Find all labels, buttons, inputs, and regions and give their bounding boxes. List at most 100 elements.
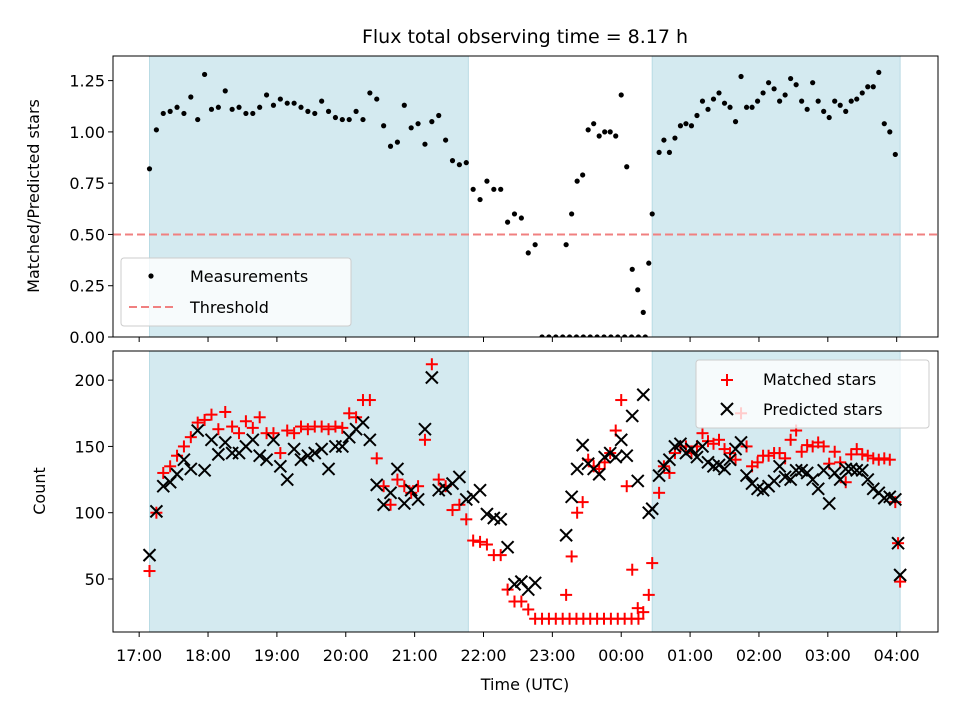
- predicted-star-point: [822, 496, 836, 511]
- matched-star-point: [315, 420, 328, 433]
- matched-star-point: [343, 407, 356, 420]
- predicted-star-point: [712, 458, 726, 472]
- measurement-point: [777, 98, 783, 104]
- predicted-star-point: [717, 462, 732, 476]
- matched-star-point: [856, 448, 869, 461]
- top-y-axis-label: Matched/Predicted stars: [24, 99, 43, 293]
- predicted-star-point: [888, 492, 903, 507]
- predicted-star-point: [734, 435, 748, 450]
- predicted-star-point: [861, 472, 875, 487]
- matched-star-point: [432, 473, 445, 486]
- matched-star-point: [637, 606, 650, 619]
- predicted-star-point: [891, 536, 905, 550]
- measurement-point: [188, 94, 194, 100]
- x-tick-label: 01:00: [667, 646, 713, 665]
- matched-star-point: [184, 431, 197, 444]
- matched-star-point: [377, 480, 390, 493]
- predicted-star-point: [425, 370, 439, 385]
- measurement-point: [656, 149, 662, 156]
- measurement-point: [243, 110, 249, 117]
- measurement-point: [788, 75, 794, 82]
- matched-star-point: [143, 565, 156, 578]
- matched-star-point: [157, 466, 170, 479]
- top-legend: Measurements Threshold: [120, 257, 352, 327]
- measurement-point: [635, 334, 642, 337]
- measurement-point: [688, 123, 695, 129]
- x-tick-label: 18:00: [185, 646, 231, 665]
- predicted-star-point: [652, 468, 666, 483]
- measurement-point: [580, 172, 586, 178]
- predicted-star-point: [473, 483, 487, 497]
- predicted-star-point: [592, 467, 606, 481]
- measurement-point: [167, 108, 173, 114]
- measurement-point: [208, 106, 215, 112]
- matched-star-point: [322, 423, 335, 436]
- measurement-point: [574, 178, 580, 184]
- predicted-star-point: [500, 540, 515, 554]
- measurement-point: [374, 96, 380, 102]
- measurement-point: [594, 334, 600, 337]
- y-tick-label: 1.00: [69, 123, 105, 142]
- matched-star-point: [663, 466, 676, 479]
- matched-star-point: [751, 456, 764, 469]
- predicted-star-point: [690, 450, 704, 464]
- measurement-point: [250, 110, 256, 117]
- x-axis-label: Time (UTC): [480, 675, 569, 694]
- y-tick-label: 100: [74, 504, 105, 523]
- predicted-star-point: [218, 435, 232, 450]
- bottom-axes-frame: [112, 350, 939, 633]
- predicted-star-point: [177, 452, 191, 467]
- matched-star-point: [219, 405, 232, 418]
- measurement-point: [201, 71, 208, 78]
- matched-star-point: [724, 447, 737, 460]
- measurement-point: [716, 90, 722, 96]
- predicted-star-point: [397, 496, 412, 511]
- measurement-point: [710, 96, 717, 102]
- measurement-point: [573, 334, 580, 337]
- measurement-point: [498, 186, 504, 192]
- y-tick-label: 0.25: [69, 277, 105, 296]
- predicted-star-point: [190, 423, 205, 438]
- predicted-star-point: [273, 459, 288, 474]
- predicted-star-point: [816, 463, 831, 477]
- measurement-point: [727, 104, 733, 110]
- x-tick-label: 03:00: [805, 646, 851, 665]
- predicted-legend-marker: [720, 402, 734, 416]
- measurement-point: [443, 137, 449, 143]
- measurements-legend-marker: [148, 273, 154, 279]
- measurement-point: [677, 123, 684, 129]
- measurement-point: [319, 98, 325, 104]
- predicted-star-point: [528, 576, 542, 590]
- matched-star-point: [501, 583, 514, 596]
- measurement-point: [429, 119, 435, 125]
- measurement-point: [229, 106, 235, 112]
- matched-star-point: [632, 612, 645, 625]
- predicted-star-point: [631, 474, 645, 488]
- predicted-star-point: [684, 442, 699, 456]
- legend-matched-label: Matched stars: [763, 370, 876, 389]
- predicted-star-point: [370, 478, 384, 492]
- predicted-star-point: [314, 442, 329, 456]
- predicted-star-point: [645, 502, 659, 516]
- predicted-star-point: [452, 470, 467, 484]
- predicted-star-point: [142, 548, 157, 562]
- predicted-star-point: [772, 459, 787, 474]
- measurement-point: [477, 196, 483, 203]
- measurement-point: [887, 129, 893, 135]
- measurement-point: [504, 219, 511, 225]
- measurement-point: [810, 80, 816, 86]
- measurement-point: [848, 98, 854, 104]
- predicted-star-point: [833, 472, 847, 487]
- measurement-point: [608, 334, 614, 337]
- measurement-point: [635, 287, 641, 293]
- measurement-point: [387, 143, 394, 149]
- matched-star-point: [626, 563, 639, 576]
- matched-star-point: [817, 440, 830, 453]
- measurement-point: [339, 116, 345, 123]
- predicted-star-point: [507, 577, 522, 591]
- measurement-point: [672, 135, 678, 141]
- measurement-point: [683, 121, 689, 127]
- predicted-star-point: [411, 492, 425, 507]
- predicted-star-point: [756, 483, 770, 497]
